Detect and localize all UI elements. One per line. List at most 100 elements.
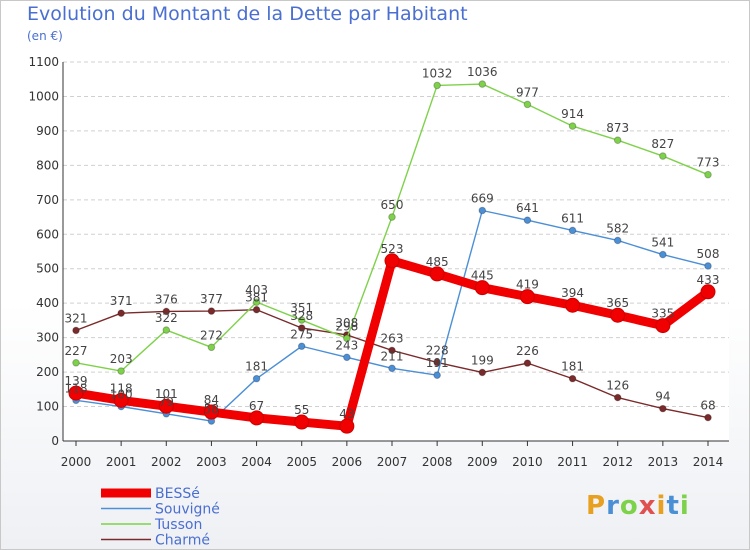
- y-tick-label: 200: [36, 365, 59, 379]
- data-point: [252, 298, 261, 306]
- y-tick-label: 700: [36, 193, 59, 207]
- data-label: 669: [471, 191, 494, 205]
- x-tick-label: 2012: [602, 455, 633, 469]
- y-tick-label: 1000: [28, 89, 59, 103]
- data-label: 191: [426, 356, 449, 370]
- data-label: 79: [159, 395, 174, 409]
- data-point: [162, 326, 171, 334]
- data-point: [68, 385, 84, 401]
- data-label: 381: [245, 291, 268, 305]
- data-label: 641: [516, 201, 539, 215]
- data-label: 371: [110, 294, 133, 308]
- data-point: [433, 371, 441, 379]
- data-point: [474, 280, 490, 296]
- data-label: 68: [700, 399, 715, 413]
- legend-label: BESSé: [155, 486, 200, 502]
- data-label: 322: [155, 311, 178, 325]
- x-tick-label: 2008: [422, 455, 453, 469]
- data-point: [388, 364, 396, 373]
- data-point: [339, 418, 355, 434]
- series-Tusson: [72, 80, 712, 375]
- data-label: 100: [110, 388, 133, 402]
- data-label: 126: [606, 379, 629, 393]
- data-point: [565, 297, 581, 313]
- data-label: 84: [204, 393, 219, 407]
- data-label: 118: [65, 381, 88, 395]
- data-label: 351: [290, 301, 313, 315]
- data-label: 977: [516, 85, 539, 99]
- data-point: [113, 392, 129, 408]
- data-point: [429, 266, 445, 282]
- data-label: 611: [561, 211, 584, 225]
- data-label: 227: [65, 344, 88, 358]
- data-label: 433: [697, 273, 720, 287]
- chart-unit-label: (en €): [27, 29, 63, 43]
- data-point: [704, 170, 712, 179]
- data-point: [203, 404, 219, 420]
- x-tick-label: 2011: [557, 455, 588, 469]
- data-point: [613, 236, 622, 245]
- data-label: 1036: [467, 65, 498, 79]
- data-point: [478, 80, 487, 88]
- data-point: [659, 404, 667, 413]
- plot-area: [63, 62, 729, 441]
- data-label: 199: [471, 353, 494, 367]
- data-label: 203: [110, 352, 133, 366]
- data-point: [523, 359, 532, 367]
- data-point: [433, 81, 441, 90]
- data-label: 1032: [422, 66, 453, 80]
- data-point: [568, 374, 577, 383]
- x-tick-label: 2010: [512, 455, 543, 469]
- data-label: 321: [65, 311, 88, 325]
- y-tick-label: 0: [51, 434, 59, 448]
- data-point: [297, 316, 306, 324]
- data-point: [297, 342, 306, 351]
- data-point: [252, 305, 261, 314]
- legend-label: Tusson: [154, 517, 202, 533]
- data-point: [523, 100, 532, 109]
- data-label: 377: [200, 292, 223, 306]
- data-point: [117, 367, 125, 375]
- data-label: 773: [697, 156, 720, 170]
- data-label: 376: [155, 292, 178, 306]
- legend-label: Charmé: [155, 533, 210, 549]
- data-point: [158, 398, 174, 414]
- data-point: [162, 307, 171, 316]
- y-tick-label: 900: [36, 124, 59, 138]
- x-tick-label: 2014: [693, 455, 724, 469]
- data-label: 211: [381, 349, 404, 363]
- data-point: [297, 324, 306, 332]
- data-label: 139: [65, 374, 88, 388]
- data-label: 43: [339, 407, 354, 421]
- data-label: 508: [697, 247, 720, 261]
- y-tick-label: 800: [36, 158, 59, 172]
- chart-title: Evolution du Montant de la Dette par Hab…: [27, 3, 468, 25]
- x-tick-label: 2006: [332, 455, 363, 469]
- y-tick-label: 300: [36, 331, 59, 345]
- data-point: [655, 318, 671, 334]
- data-label: 445: [471, 269, 494, 283]
- series-Charmé: [72, 305, 712, 422]
- data-point: [704, 413, 712, 422]
- y-tick-label: 100: [36, 400, 59, 414]
- data-label: 394: [561, 286, 584, 300]
- legend-label: Souvigné: [155, 502, 220, 518]
- data-label: 582: [606, 221, 629, 235]
- data-label: 67: [249, 399, 264, 413]
- data-label: 308: [335, 316, 358, 330]
- data-point: [343, 334, 351, 343]
- data-label: 263: [381, 331, 404, 345]
- data-label: 403: [245, 283, 268, 297]
- data-point: [700, 284, 716, 300]
- x-tick-label: 2004: [241, 455, 272, 469]
- data-label: 365: [606, 296, 629, 310]
- data-label: 541: [651, 236, 674, 250]
- data-label: 419: [516, 278, 539, 292]
- data-point: [249, 410, 265, 426]
- data-point: [117, 309, 125, 317]
- x-tick-label: 2007: [377, 455, 408, 469]
- data-label: 650: [381, 198, 404, 212]
- data-label: 523: [381, 242, 404, 256]
